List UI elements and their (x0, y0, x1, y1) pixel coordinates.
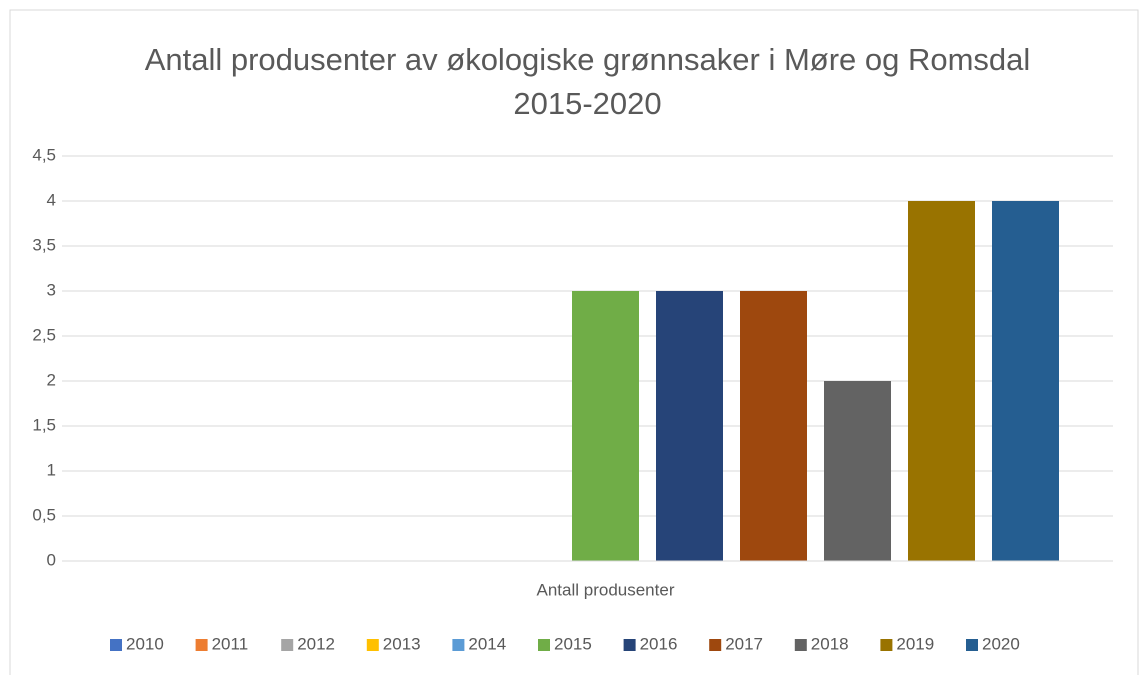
legend-label: 2015 (554, 634, 592, 653)
y-tick-label: 4,5 (32, 145, 56, 164)
y-tick-label: 0 (47, 550, 56, 569)
y-tick-label: 2,5 (32, 325, 56, 344)
bar (740, 291, 807, 561)
legend-label: 2011 (212, 634, 249, 653)
chart-border (9, 9, 1139, 675)
legend-swatch (623, 639, 636, 651)
legend-swatch (195, 639, 208, 651)
bar (992, 201, 1059, 561)
bar (824, 381, 891, 561)
bar (908, 201, 975, 561)
legend-label: 2013 (383, 634, 421, 653)
x-tick-label: Antall produsenter (537, 580, 675, 599)
legend-label: 2014 (468, 634, 506, 653)
y-tick-label: 4 (47, 190, 56, 209)
y-tick-label: 0,5 (32, 505, 56, 524)
legend-swatch (538, 639, 550, 651)
y-tick-label: 1,5 (32, 415, 56, 434)
legend-swatch (709, 639, 722, 651)
y-tick-label: 1 (47, 460, 56, 479)
legend-label: 2012 (297, 634, 335, 653)
chart-title: Antall produsenter av økologiske grønnsa… (144, 42, 1031, 121)
legend-swatch (452, 639, 465, 651)
legend-label: 2020 (982, 634, 1020, 653)
bar (656, 291, 723, 561)
legend-label: 2017 (725, 634, 763, 653)
legend-swatch (794, 639, 807, 651)
y-tick-label: 2 (47, 370, 56, 389)
legend-swatch (110, 639, 122, 651)
legend-swatch (281, 639, 294, 651)
y-tick-label: 3 (47, 280, 56, 299)
bar (572, 291, 639, 561)
legend-label: 2018 (811, 634, 849, 653)
legend-label: 2010 (126, 634, 164, 653)
legend-swatch (880, 639, 893, 651)
y-tick-label: 3,5 (32, 235, 56, 254)
legend-swatch (366, 639, 379, 651)
legend-label: 2016 (640, 634, 678, 653)
legend-label: 2019 (896, 634, 934, 653)
legend-swatch (966, 639, 978, 651)
